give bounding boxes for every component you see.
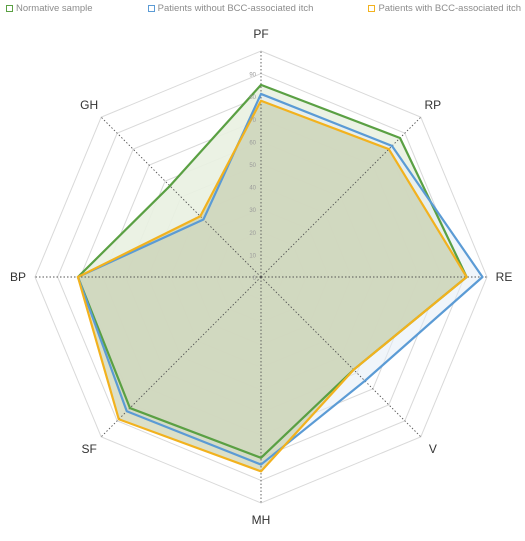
axis-label-re: RE	[496, 270, 513, 284]
tick-label-60: 60	[249, 140, 256, 146]
tick-label-0: 0	[253, 276, 257, 282]
axis-spoke-v	[260, 276, 422, 438]
tick-label-90: 90	[249, 73, 256, 79]
legend-label-with-itch: Patients with BCC-associated itch	[378, 3, 521, 14]
axis-label-mh: MH	[252, 513, 271, 527]
series-line-0	[76, 83, 468, 459]
tick-label-20: 20	[249, 231, 256, 237]
legend-label-normative: Normative sample	[16, 3, 93, 14]
grid-ring-100	[34, 50, 488, 504]
legend-item-normative: Normative sample	[6, 3, 93, 14]
axis-label-bp: BP	[10, 270, 26, 284]
legend-item-without-itch: Patients without BCC-associated itch	[147, 3, 314, 14]
axis-label-sf: SF	[82, 442, 97, 456]
tick-label-10: 10	[249, 253, 256, 259]
legend-swatch-without-itch	[147, 5, 155, 12]
chart-legend: Normative sample Patients without BCC-as…	[6, 3, 521, 14]
radar-spokes	[35, 51, 487, 503]
tick-label-70: 70	[249, 118, 256, 124]
legend-swatch-with-itch	[368, 5, 376, 12]
tick-label-40: 40	[249, 186, 256, 192]
axis-label-v: V	[429, 442, 437, 456]
series-line-1	[76, 92, 484, 466]
axis-label-rp: RP	[424, 98, 441, 112]
axis-label-pf: PF	[253, 27, 268, 41]
series-area-2	[77, 100, 467, 472]
legend-label-without-itch: Patients without BCC-associated itch	[157, 3, 314, 14]
series-line-2	[76, 99, 468, 473]
tick-label-80: 80	[249, 95, 256, 101]
legend-item-with-itch: Patients with BCC-associated itch	[368, 3, 521, 14]
legend-swatch-normative	[6, 5, 13, 12]
tick-label-30: 30	[249, 208, 256, 214]
axis-spoke-sf	[100, 276, 262, 438]
tick-label-50: 50	[249, 163, 256, 169]
axis-label-gh: GH	[80, 98, 98, 112]
axis-spoke-gh	[100, 116, 262, 278]
axis-spoke-rp	[260, 116, 422, 278]
